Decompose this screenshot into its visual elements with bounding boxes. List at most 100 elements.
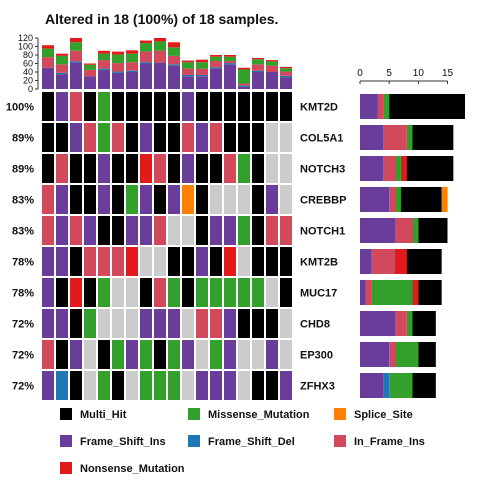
legend-label: Frame_Shift_Ins xyxy=(80,436,166,448)
mutation-cell xyxy=(224,185,236,214)
mutation-cell xyxy=(140,154,152,183)
tmb-bar-segment xyxy=(280,71,292,76)
gene-count-bar-segment xyxy=(412,218,419,243)
mutation-cell xyxy=(84,247,96,276)
side-x-tick-label: 10 xyxy=(413,68,425,79)
mutation-cell xyxy=(182,154,194,183)
tmb-bar-segment xyxy=(42,67,54,89)
tmb-bar-segment xyxy=(42,45,54,49)
mutation-cell xyxy=(182,247,194,276)
mutation-cell xyxy=(266,185,278,214)
gene-count-bar-segment xyxy=(395,218,413,243)
gene-count-bar-segment xyxy=(400,156,407,181)
tmb-bar-segment xyxy=(196,74,208,77)
mutation-cell xyxy=(196,185,208,214)
mutation-cell xyxy=(126,216,138,245)
mutation-cell xyxy=(140,216,152,245)
mutation-cell xyxy=(84,309,96,338)
gene-count-bar-segment xyxy=(371,280,413,305)
tmb-bar-segment xyxy=(182,60,194,63)
gene-count-bar-segment xyxy=(383,94,390,119)
tmb-bar-segment xyxy=(56,72,68,75)
mutation-cell xyxy=(84,185,96,214)
gene-count-bar-segment xyxy=(377,94,384,119)
tmb-bar-segment xyxy=(42,57,54,68)
tmb-bar-segment xyxy=(56,64,68,73)
mutation-cell xyxy=(280,123,292,152)
tmb-bar-segment xyxy=(196,68,208,75)
legend-swatch xyxy=(188,408,200,420)
mutation-cell xyxy=(280,340,292,369)
gene-count-bar-segment xyxy=(395,156,401,181)
gene-name-label: NOTCH3 xyxy=(300,164,345,176)
mutation-cell xyxy=(140,371,152,400)
gene-count-bar-segment xyxy=(395,311,407,336)
mutation-cell xyxy=(98,247,110,276)
mutation-cell xyxy=(56,278,68,307)
tmb-bar-segment xyxy=(168,47,180,56)
mutation-cell xyxy=(56,185,68,214)
legend-label: Nonsense_Mutation xyxy=(80,463,185,475)
mutation-cell xyxy=(154,92,166,121)
gene-percent-label: 72% xyxy=(12,381,34,393)
mutation-cell xyxy=(112,92,124,121)
mutation-cell xyxy=(182,92,194,121)
mutation-cell xyxy=(238,340,250,369)
gene-percent-label: 78% xyxy=(12,257,34,269)
mutation-cell xyxy=(112,216,124,245)
tmb-bar-segment xyxy=(238,86,250,89)
tmb-bar-segment xyxy=(98,60,110,69)
mutation-cell xyxy=(42,154,54,183)
mutation-cell xyxy=(126,123,138,152)
tmb-bar-segment xyxy=(224,64,236,89)
legend: Multi_Hit Missense_Mutation Splice_Site Fra… xyxy=(60,408,425,475)
mutation-cell xyxy=(280,92,292,121)
tmb-bar-segment xyxy=(112,71,124,73)
mutation-cell xyxy=(154,216,166,245)
mutation-cell xyxy=(154,340,166,369)
mutation-cell xyxy=(252,92,264,121)
mutation-cell xyxy=(126,278,138,307)
mutation-cell xyxy=(238,371,250,400)
legend-label: Frame_Shift_Del xyxy=(208,436,295,448)
mutation-cell xyxy=(168,309,180,338)
mutation-cell xyxy=(84,92,96,121)
mutation-cell xyxy=(266,154,278,183)
tmb-bar-segment xyxy=(252,64,264,71)
tmb-bar-segment xyxy=(182,74,194,77)
tmb-bar-segment xyxy=(56,55,68,65)
tmb-bar-segment xyxy=(238,69,250,84)
legend-label: Splice_Site xyxy=(354,409,413,421)
mutation-cell xyxy=(266,216,278,245)
tmb-bar-segment xyxy=(210,56,222,61)
gene-count-bar-segment xyxy=(418,218,448,243)
mutation-cell xyxy=(154,309,166,338)
tmb-bar-segment xyxy=(224,56,236,61)
mutation-cell xyxy=(168,185,180,214)
mutation-cell xyxy=(84,216,96,245)
gene-name-label: KMT2D xyxy=(300,102,338,114)
gene-count-bar-segment xyxy=(360,280,366,305)
gene-percent-label: 83% xyxy=(12,226,34,238)
tmb-bar-segment xyxy=(252,72,264,89)
legend-swatch xyxy=(60,462,72,474)
mutation-cell xyxy=(112,185,124,214)
mutation-cell xyxy=(70,371,82,400)
mutation-cell xyxy=(280,309,292,338)
tmb-bar-segment xyxy=(266,60,278,62)
mutation-cell xyxy=(42,92,54,121)
tmb-bar-segment xyxy=(84,63,96,65)
mutation-cell xyxy=(210,154,222,183)
tmb-bar-segment xyxy=(126,70,138,72)
gene-count-barplot: 0 5 10 15 xyxy=(357,68,465,398)
gene-count-bar-segment xyxy=(406,156,454,181)
mutation-cell xyxy=(210,92,222,121)
mutation-cell xyxy=(210,247,222,276)
mutation-cell xyxy=(266,309,278,338)
mutation-cell xyxy=(238,123,250,152)
mutation-cell xyxy=(252,216,264,245)
gene-count-bar-segment xyxy=(360,311,395,336)
gene-percent-label: 89% xyxy=(12,133,34,145)
gene-count-bar-segment xyxy=(389,342,395,367)
mutation-cell xyxy=(224,154,236,183)
